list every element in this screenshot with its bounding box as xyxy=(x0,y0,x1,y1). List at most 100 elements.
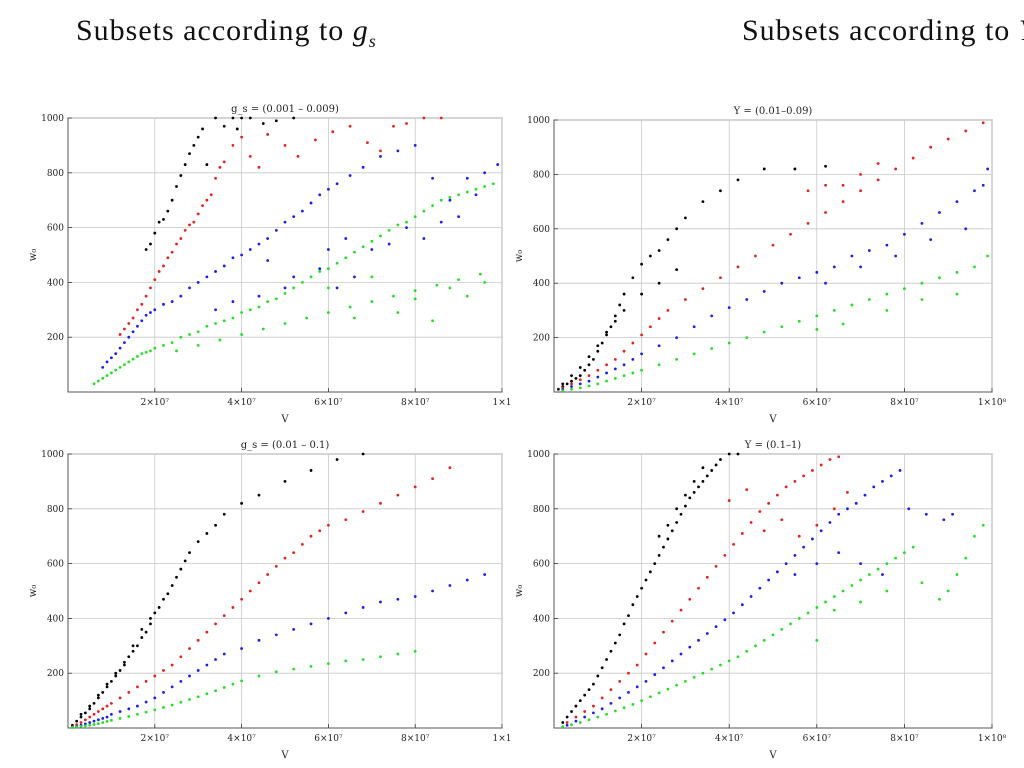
data-point-blue xyxy=(762,289,766,293)
data-point-blue xyxy=(131,330,135,334)
data-point-red xyxy=(789,232,792,236)
data-point-red xyxy=(653,641,657,645)
y-tick-label: 1000 xyxy=(527,450,550,460)
data-point-green xyxy=(127,715,131,718)
data-point-black xyxy=(214,523,217,527)
data-point-black xyxy=(274,119,278,123)
data-point-black xyxy=(587,355,591,359)
data-point-black xyxy=(824,164,827,168)
data-point-red xyxy=(157,270,161,273)
data-point-green xyxy=(797,617,801,620)
data-point-green xyxy=(144,350,148,354)
data-point-red xyxy=(257,581,261,585)
data-point-blue xyxy=(697,638,700,642)
data-point-red xyxy=(609,688,613,692)
data-point-blue xyxy=(266,237,270,240)
data-point-green xyxy=(344,256,348,260)
data-point-green xyxy=(105,374,109,377)
data-point-blue xyxy=(705,632,709,635)
data-point-green xyxy=(292,286,296,290)
data-point-red xyxy=(574,715,578,719)
data-point-red xyxy=(605,363,608,367)
data-point-blue xyxy=(196,281,200,284)
data-point-green xyxy=(578,386,582,390)
data-point-blue xyxy=(859,265,862,269)
data-point-green xyxy=(596,382,600,386)
data-point-green xyxy=(170,341,174,345)
data-point-blue xyxy=(144,313,148,317)
data-point-black xyxy=(684,493,687,497)
data-point-black xyxy=(175,575,178,579)
data-point-red xyxy=(118,333,122,336)
data-point-blue xyxy=(920,221,924,225)
data-point-blue xyxy=(105,360,109,364)
data-point-green xyxy=(613,377,617,380)
data-point-blue xyxy=(824,281,827,285)
data-point-red xyxy=(679,608,683,612)
data-point-blue xyxy=(318,267,322,271)
data-point-green xyxy=(771,633,775,637)
data-point-blue xyxy=(431,589,434,593)
data-point-black xyxy=(131,649,135,653)
data-point-blue xyxy=(710,314,714,318)
data-point-green xyxy=(131,357,135,361)
data-point-green xyxy=(885,292,889,296)
data-point-black xyxy=(596,674,600,678)
data-point-green xyxy=(179,700,183,704)
data-point-green xyxy=(885,589,889,593)
data-point-black xyxy=(670,529,674,533)
data-point-black xyxy=(361,452,365,456)
data-point-blue xyxy=(274,228,278,232)
data-point-red xyxy=(405,122,408,125)
data-point-red xyxy=(701,287,705,291)
data-point-green xyxy=(422,209,426,213)
y-tick-label: 600 xyxy=(533,225,550,235)
data-point-green xyxy=(214,322,217,325)
data-point-red xyxy=(846,490,849,494)
data-point-blue xyxy=(653,673,657,676)
data-point-green xyxy=(657,691,661,695)
data-point-green xyxy=(205,324,209,328)
data-point-red xyxy=(136,685,139,689)
data-point-green xyxy=(903,551,906,555)
plot-title: g_s = (0.01 – 0.1) xyxy=(241,440,330,451)
data-point-black xyxy=(583,368,587,372)
data-point-black xyxy=(83,711,87,715)
data-point-green xyxy=(964,556,968,560)
data-point-blue xyxy=(110,356,113,360)
data-point-green xyxy=(327,662,330,666)
data-point-green xyxy=(83,724,87,728)
data-point-red xyxy=(248,154,252,158)
data-point-black xyxy=(222,512,226,516)
data-point-green xyxy=(859,578,862,582)
plot-title: Y = (0.1–1) xyxy=(744,440,802,451)
data-point-green xyxy=(815,638,819,642)
data-point-red xyxy=(775,493,779,497)
data-point-black xyxy=(600,341,604,345)
y-axis-label: w₀ xyxy=(514,250,525,263)
data-point-blue xyxy=(136,324,139,328)
data-point-red xyxy=(714,564,718,568)
data-point-blue xyxy=(361,606,365,609)
data-point-black xyxy=(183,559,187,563)
x-tick-label: 8×10⁷ xyxy=(401,734,430,744)
data-point-green xyxy=(327,267,330,271)
data-point-black xyxy=(257,493,261,497)
heading-left-subscript: s xyxy=(368,31,377,51)
data-point-blue xyxy=(981,183,985,187)
data-point-green xyxy=(885,309,889,312)
data-point-blue xyxy=(740,603,744,607)
data-point-blue xyxy=(583,715,587,719)
data-point-blue xyxy=(837,512,841,516)
data-point-green xyxy=(465,190,469,194)
data-point-green xyxy=(754,644,757,648)
data-point-blue xyxy=(863,493,867,497)
data-point-blue xyxy=(153,696,157,700)
data-point-red xyxy=(727,499,731,502)
y-tick-label: 400 xyxy=(533,279,550,289)
data-point-red xyxy=(162,264,165,268)
data-point-green xyxy=(439,198,443,202)
data-point-green xyxy=(248,308,252,312)
data-point-green xyxy=(348,305,352,309)
data-point-green xyxy=(240,311,244,314)
